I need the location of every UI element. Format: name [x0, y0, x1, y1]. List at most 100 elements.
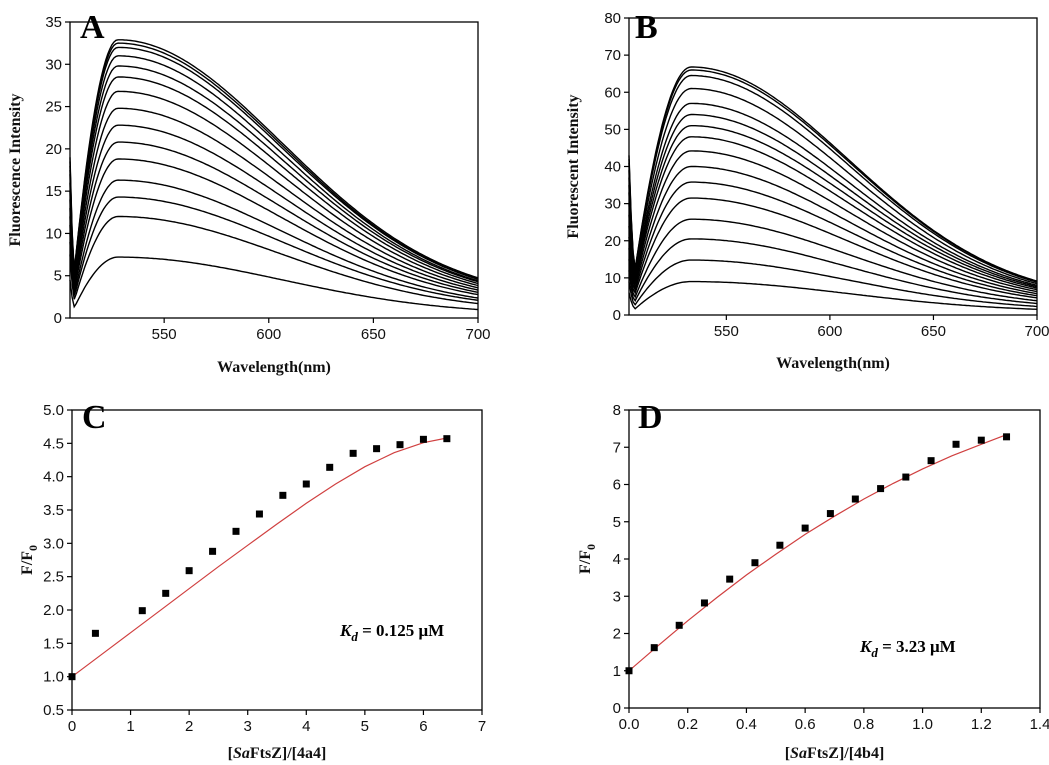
- y-tick-label: 3.0: [43, 535, 64, 552]
- spectrum-curve: [628, 238, 1038, 305]
- data-point: [419, 435, 427, 443]
- data-point: [185, 567, 193, 575]
- data-point: [977, 436, 985, 444]
- spectrum-curve: [628, 113, 1038, 288]
- data-point: [902, 473, 910, 481]
- x-tick-label: 0.0: [619, 716, 640, 733]
- y-tick-label: 70: [604, 47, 621, 64]
- y-tick-label: 5: [613, 514, 621, 531]
- x-tick-label: 650: [921, 323, 946, 340]
- data-point: [255, 510, 263, 518]
- kd-annotation: Kd = 0.125 μM: [339, 621, 444, 644]
- data-point: [209, 547, 217, 555]
- panel-letter: D: [638, 399, 663, 436]
- x-tick-label: 700: [465, 326, 490, 343]
- y-tick-label: 4.0: [43, 469, 64, 486]
- x-tick-label: 1: [126, 718, 134, 735]
- y-tick-label: 0: [613, 307, 621, 324]
- data-point: [302, 480, 310, 488]
- panel-letter: A: [80, 9, 105, 46]
- spectrum-curve: [628, 218, 1038, 302]
- data-point: [279, 491, 287, 499]
- y-tick-label: 30: [45, 56, 62, 73]
- x-axis-label: [SaFtsZ]/[4b4]: [785, 745, 885, 762]
- x-tick-label: 0.6: [795, 716, 816, 733]
- data-point: [162, 589, 170, 597]
- plot-frame: [628, 409, 1041, 709]
- y-tick-label: 10: [604, 270, 621, 287]
- y-tick-label: 8: [613, 402, 621, 419]
- y-tick-label: 30: [604, 196, 621, 213]
- x-tick-label: 550: [152, 326, 177, 343]
- x-tick-label: 1.0: [912, 716, 933, 733]
- y-tick-label: 2: [613, 626, 621, 643]
- spectrum-curve: [69, 42, 479, 280]
- y-tick-label: 4: [613, 551, 621, 568]
- data-point: [349, 449, 357, 457]
- y-tick-label: 80: [604, 10, 621, 27]
- data-point: [396, 441, 404, 449]
- y-tick-label: 0: [613, 700, 621, 717]
- spectrum-curve: [628, 102, 1038, 287]
- x-tick-label: 2: [185, 718, 193, 735]
- y-axis-label: Fluorescence Intensity: [7, 93, 24, 246]
- data-point: [952, 440, 960, 448]
- data-point: [650, 644, 658, 652]
- spectrum-curve: [69, 158, 479, 296]
- x-tick-label: 3: [244, 718, 252, 735]
- x-tick-label: 600: [256, 326, 281, 343]
- x-tick-label: 650: [361, 326, 386, 343]
- x-tick-label: 0.2: [677, 716, 698, 733]
- panel-letter: C: [82, 399, 107, 436]
- y-tick-label: 1.5: [43, 635, 64, 652]
- data-point: [726, 575, 734, 583]
- y-axis-label: Fluorescent Intensity: [565, 94, 582, 238]
- data-point: [826, 510, 834, 518]
- data-point: [625, 667, 633, 675]
- y-tick-label: 7: [613, 439, 621, 456]
- y-tick-label: 4.5: [43, 435, 64, 452]
- fit-curve: [628, 433, 1008, 672]
- spectrum-curve: [628, 74, 1038, 283]
- spectrum-curve: [69, 55, 479, 282]
- y-tick-label: 20: [45, 141, 62, 158]
- spectrum-curve: [628, 124, 1038, 289]
- y-tick-label: 3: [613, 588, 621, 605]
- spectrum-curve: [69, 215, 479, 305]
- y-tick-label: 3.5: [43, 502, 64, 519]
- data-point: [373, 445, 381, 453]
- y-tick-label: 2.0: [43, 602, 64, 619]
- data-point: [1003, 433, 1011, 441]
- spectrum-curve: [69, 141, 479, 293]
- spectrum-curve: [628, 165, 1038, 295]
- spectrum-curve: [628, 136, 1038, 291]
- spectrum-curve: [69, 39, 479, 279]
- y-tick-label: 60: [604, 84, 621, 101]
- kd-annotation: Kd = 3.23 μM: [859, 637, 956, 660]
- data-point: [877, 485, 885, 493]
- spectrum-curve: [69, 196, 479, 301]
- y-tick-label: 10: [45, 225, 62, 242]
- spectrum-curve: [628, 150, 1038, 293]
- x-tick-label: 700: [1024, 323, 1049, 340]
- plot-frame: [71, 409, 483, 711]
- spectrum-curve: [628, 87, 1038, 285]
- spectrum-curve: [628, 66, 1038, 282]
- spectrum-curve: [69, 256, 479, 311]
- data-point: [776, 541, 784, 549]
- data-point: [700, 599, 708, 607]
- spectrum-curve: [628, 259, 1038, 308]
- x-axis-label: [SaFtsZ]/[4a4]: [228, 745, 327, 762]
- x-tick-label: 600: [817, 323, 842, 340]
- y-tick-label: 15: [45, 183, 62, 200]
- spectrum-curve: [69, 65, 479, 283]
- x-tick-label: 1.4: [1030, 716, 1049, 733]
- panel-a: 550 600 650 700 0 5 10 15 20 25 30 35 A Wavelength(nm…: [7, 9, 491, 376]
- x-tick-label: 4: [302, 718, 310, 735]
- x-tick-label: 7: [478, 718, 486, 735]
- spectrum-curve: [628, 197, 1038, 299]
- y-tick-label: 20: [604, 233, 621, 250]
- panel-c: 0 1 2 3 4 5 6 7 0.5 1.0 1.5 2.0 2.5 3.0 3.5 4.0 4.5 5.0 C […: [19, 399, 486, 762]
- spectrum-curve: [69, 179, 479, 299]
